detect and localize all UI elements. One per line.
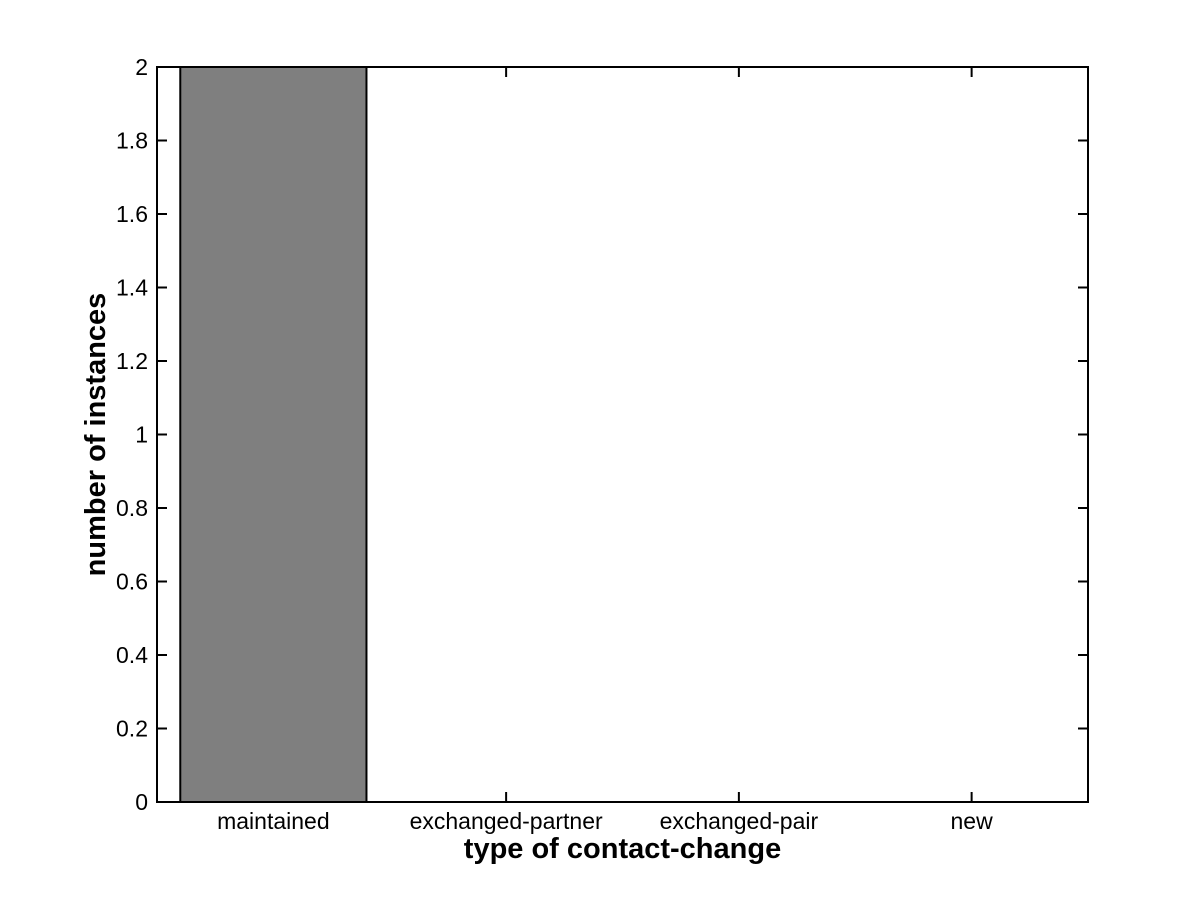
y-tick-label: 1.8 (116, 128, 148, 154)
axes-box (156, 66, 1089, 803)
bar-maintained (179, 66, 368, 803)
y-tick-label: 0.8 (116, 495, 148, 521)
y-tick-label: 2 (135, 54, 148, 80)
x-tick-label: exchanged-partner (410, 808, 603, 834)
y-tick-label: 1.6 (116, 201, 148, 227)
y-tick-label: 1 (135, 422, 148, 448)
y-tick-label: 0 (135, 789, 148, 815)
x-tick-label: exchanged-pair (660, 808, 819, 834)
y-axis-label: number of instances (80, 293, 112, 577)
y-tick-label: 0.4 (116, 642, 148, 668)
y-tick-label: 0.2 (116, 716, 148, 742)
y-tick-label: 1.4 (116, 275, 148, 301)
x-tick-label: maintained (217, 808, 330, 834)
bars (179, 66, 368, 803)
y-tick-labels: 0 0.2 0.4 0.6 0.8 1 1.2 1.4 1.6 1.8 2 (116, 54, 148, 815)
y-tick-label: 1.2 (116, 348, 148, 374)
x-tick-label: new (951, 808, 994, 834)
x-tick-labels: maintained exchanged-partner exchanged-pai… (217, 808, 993, 834)
y-tick-label: 0.6 (116, 569, 148, 595)
x-axis-label: type of contact-change (464, 833, 781, 865)
